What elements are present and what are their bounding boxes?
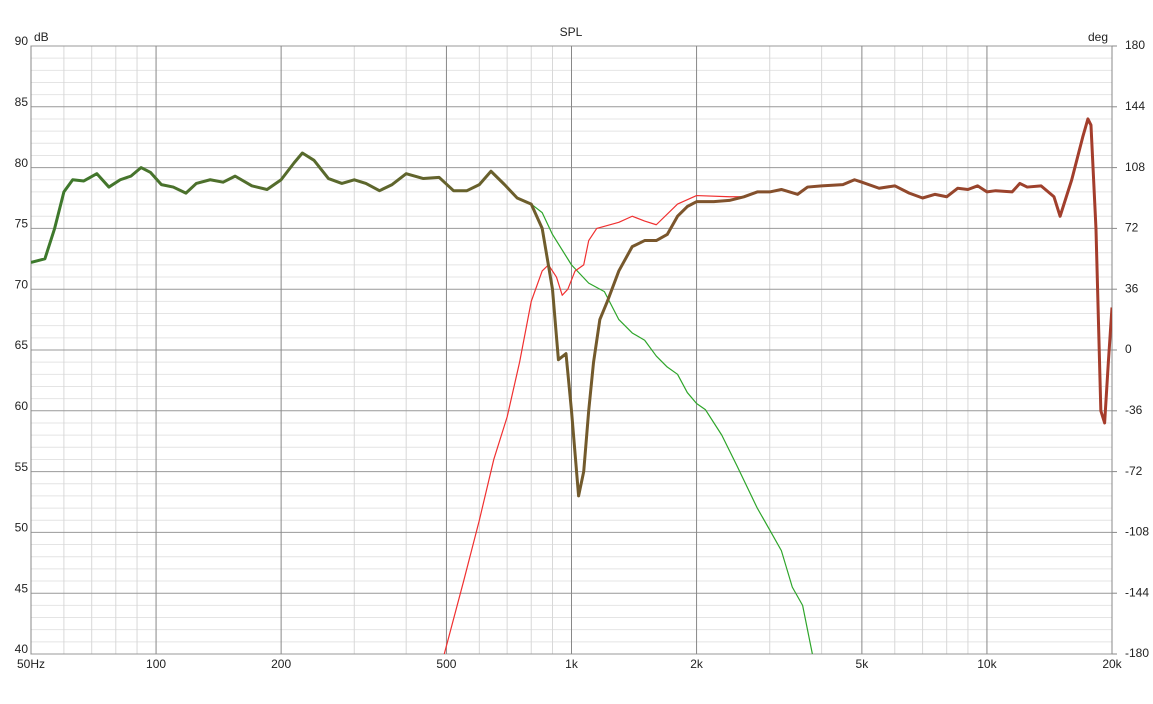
y2-tick-label: 108 [1125,160,1145,174]
x-tick-label: 20k [1102,657,1122,671]
y-tick-label: 50 [15,521,29,535]
y2-tick-label: 144 [1125,99,1145,113]
y2-tick-label: -108 [1125,525,1149,539]
series-line [443,194,744,654]
series-line [31,117,1112,498]
x-tick-label: 100 [146,657,166,671]
y2-tick-label: 180 [1125,38,1145,52]
x-tick-label: 50Hz [17,657,45,671]
y-tick-label: 75 [15,217,29,231]
y-tick-label: 65 [15,338,29,352]
y2-tick-label: -72 [1125,464,1143,478]
y-axis-label: dB [34,30,49,44]
y2-axis-label: deg [1088,30,1108,44]
y-tick-label: 55 [15,460,29,474]
y-tick-label: 60 [15,399,29,413]
y2-tick-label: -180 [1125,646,1149,660]
x-tick-label: 5k [856,657,870,671]
y-tick-label: 45 [15,581,29,595]
x-tick-label: 500 [436,657,456,671]
y-tick-label: 70 [15,277,29,291]
y2-tick-label: -36 [1125,403,1143,417]
x-tick-label: 10k [977,657,997,671]
y2-tick-label: 72 [1125,221,1139,235]
y-tick-label: 90 [15,34,29,48]
y-tick-label: 80 [15,156,29,170]
chart-title: SPL [560,25,583,39]
x-tick-label: 2k [690,657,704,671]
y-tick-label: 85 [15,95,29,109]
y2-tick-label: -144 [1125,585,1149,599]
y2-tick-label: 36 [1125,281,1139,295]
y2-tick-label: 0 [1125,342,1132,356]
x-tick-label: 200 [271,657,291,671]
x-tick-label: 1k [565,657,579,671]
y-tick-label: 40 [15,642,29,656]
